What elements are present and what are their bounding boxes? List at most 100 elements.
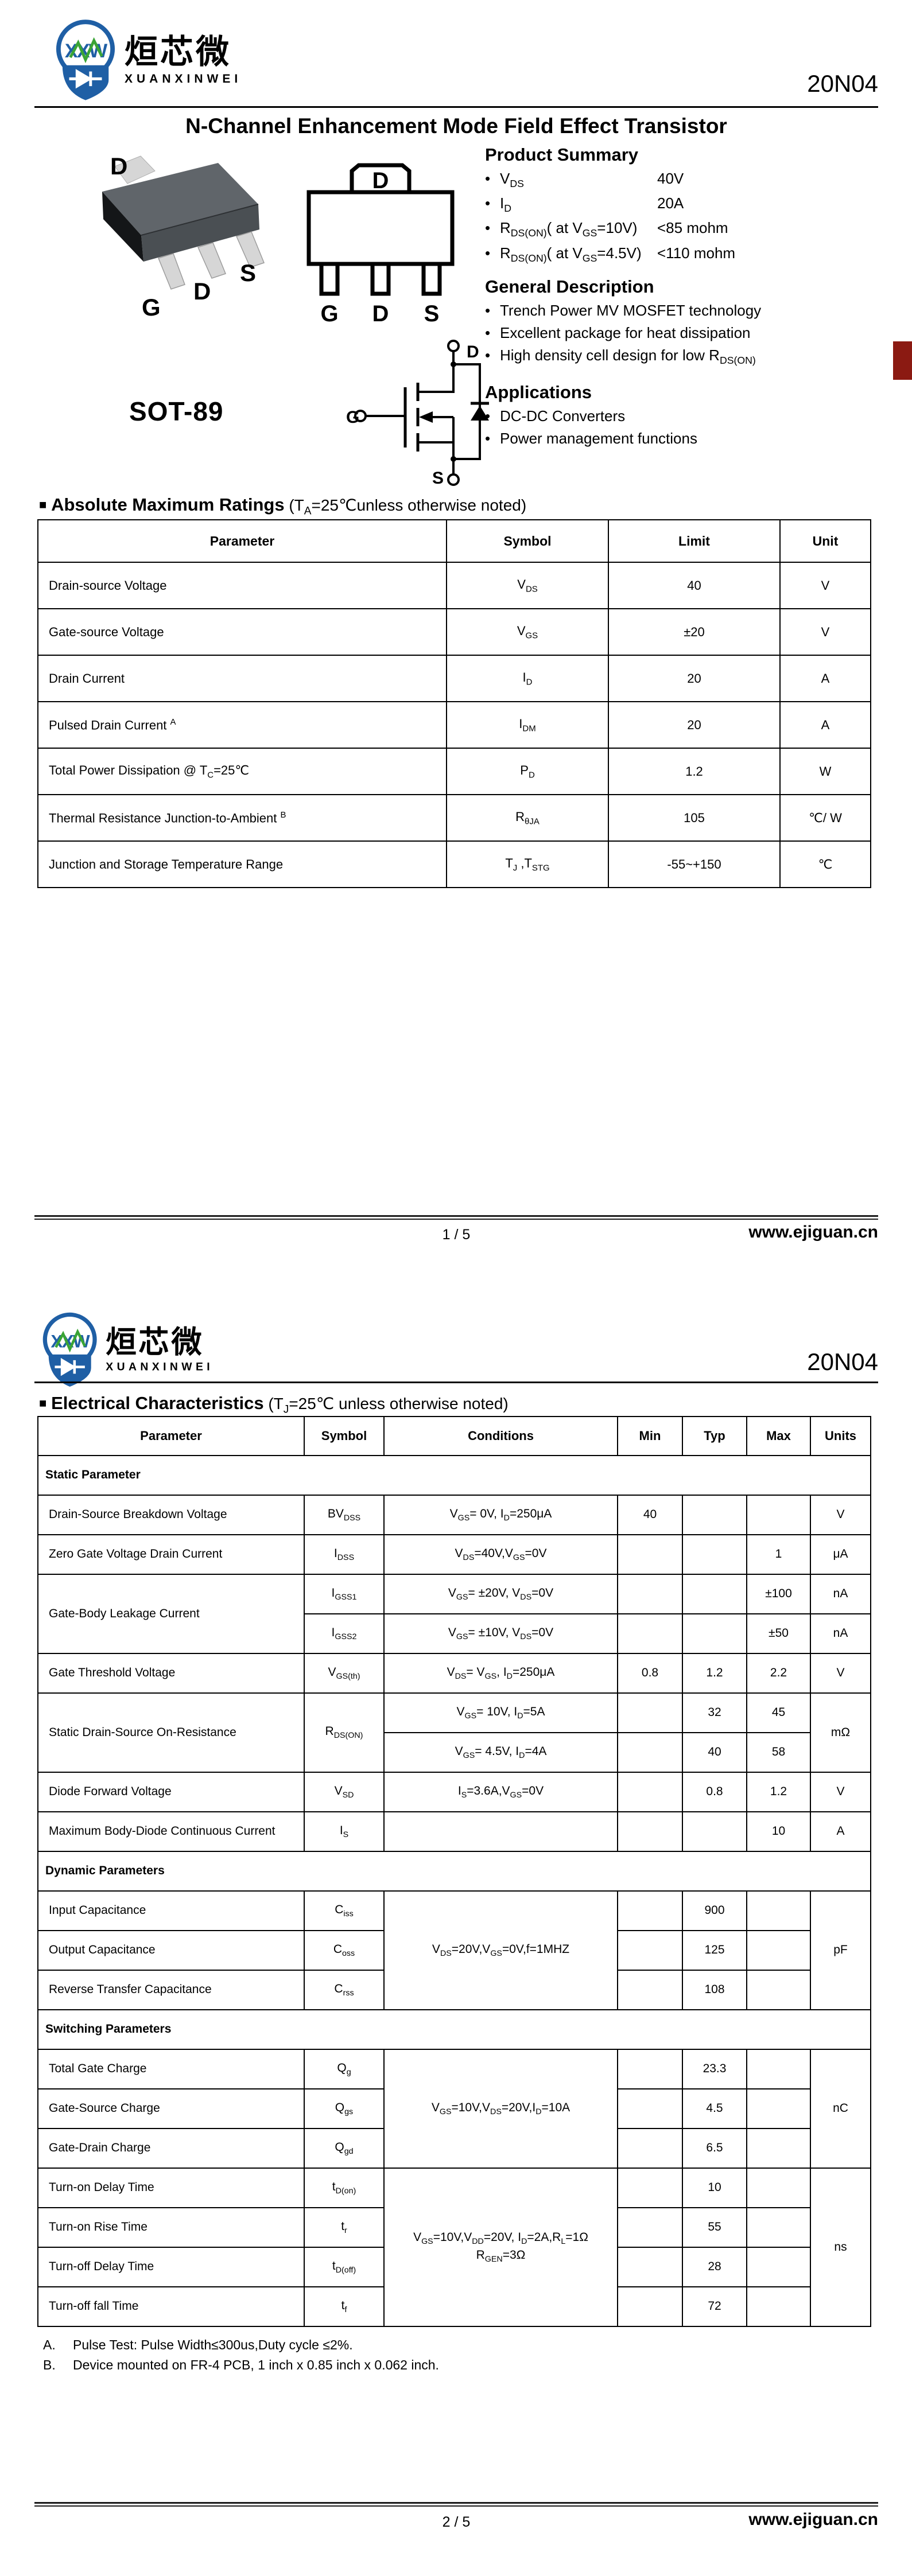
- table-cell: Input Capacitance: [37, 1890, 305, 1931]
- bullet-icon: •: [485, 170, 491, 187]
- table-row: Zero Gate Voltage Drain Current IDSS VDS=4…: [37, 1534, 871, 1575]
- diode-icon: [69, 69, 102, 89]
- footnote: A. Pulse Test: Pulse Width≤300us,Duty cyc…: [43, 2337, 439, 2353]
- electrical-characteristics-note: (TJ=25℃ unless otherwise noted): [268, 1395, 509, 1416]
- table-row: Dynamic Parameters: [37, 1851, 871, 1892]
- brand-logo-icon: XXW: [42, 1312, 97, 1387]
- summary-label: RDS(ON)( at VGS=10V): [500, 219, 638, 239]
- pin-label-drain-outline: D: [372, 301, 389, 326]
- table-cell: [383, 1811, 618, 1852]
- table-cell: 1.2: [746, 1772, 811, 1812]
- table-cell: BVDSS: [304, 1495, 385, 1535]
- table-cell: Pulsed Drain Current A: [37, 701, 447, 749]
- table-cell: VGS=10V,VDS=20V,ID=10A: [383, 2049, 618, 2169]
- table-cell: Turn-off fall Time: [37, 2286, 305, 2327]
- table-cell: [617, 2207, 683, 2248]
- table-cell: Gate Threshold Voltage: [37, 1653, 305, 1694]
- page-number: 1 / 5: [442, 1227, 471, 1243]
- brand-logo-icon: XXW: [56, 20, 115, 100]
- table-row: Static Parameter: [37, 1455, 871, 1496]
- footnotes: A. Pulse Test: Pulse Width≤300us,Duty cyc…: [43, 2333, 439, 2373]
- table-cell: Gate-Drain Charge: [37, 2128, 305, 2169]
- table-row: Gate-Body Leakage Current IGSS1 VGS= ±20V,…: [37, 1574, 871, 1654]
- brand-name-en: XUANXINWEI: [125, 72, 242, 85]
- general-description-heading: General Description: [485, 277, 654, 297]
- footer-rule: [34, 1215, 878, 1220]
- table-cell: mΩ: [810, 1692, 871, 1773]
- footer-rule: [34, 2502, 878, 2507]
- table-cell: PD: [446, 748, 609, 795]
- schematic-gate-label: G: [346, 408, 359, 427]
- table-cell: VSD: [304, 1772, 385, 1812]
- electrical-characteristics-heading: ■ Electrical Characteristics (TJ=25℃ unl…: [39, 1393, 509, 1417]
- header-rule: [34, 1382, 878, 1383]
- general-description: General Description • Trench Power MV MOS…: [485, 277, 761, 367]
- table-cell: [617, 1732, 683, 1773]
- table-cell: nA: [810, 1574, 871, 1614]
- pin-label-drain-tab-3d: D: [110, 153, 128, 180]
- table-cell: [746, 2286, 811, 2327]
- table-row: Maximum Body-Diode Continuous Current IS 1…: [37, 1811, 871, 1852]
- bullet-icon: •: [485, 302, 491, 319]
- bullet-text: Power management functions: [500, 430, 697, 447]
- summary-label: VDS: [500, 170, 524, 190]
- table-cell: [746, 1970, 811, 2010]
- table-cell: Gate-Body Leakage Current: [37, 1574, 305, 1654]
- bullet-text: DC-DC Converters: [500, 407, 626, 425]
- table-cell: V: [810, 1653, 871, 1694]
- table-cell: VDS: [446, 562, 609, 609]
- table-cell: Total Power Dissipation @ TC=25℃: [37, 748, 447, 795]
- table-cell: tD(on): [304, 2168, 385, 2208]
- table-cell: VDS=20V,VGS=0V,f=1MHZ: [383, 1890, 618, 2010]
- page-number: 2 / 5: [442, 2514, 471, 2530]
- summary-value: <85 mohm: [657, 219, 728, 237]
- table-cell: 6.5: [682, 2128, 747, 2169]
- table-row: Drain-source Voltage VDS 40 V: [37, 562, 871, 609]
- table-cell: [617, 1930, 683, 1971]
- table-cell: Gate-Source Charge: [37, 2088, 305, 2129]
- table-cell: Reverse Transfer Capacitance: [37, 1970, 305, 2010]
- table-cell: 0.8: [617, 1653, 683, 1694]
- pin-label-drain-3d: D: [193, 278, 211, 305]
- section-marker-icon: ■: [39, 1396, 47, 1410]
- summary-value: 20A: [657, 194, 684, 212]
- table-cell: ℃/ W: [779, 794, 871, 842]
- pin-label-gate-outline: G: [320, 301, 338, 326]
- pin-label-source-3d: S: [240, 259, 257, 286]
- product-summary-heading: Product Summary: [485, 145, 639, 165]
- table-cell: Maximum Body-Diode Continuous Current: [37, 1811, 305, 1852]
- summary-label: ID: [500, 194, 511, 215]
- table-cell: Static Drain-Source On-Resistance: [37, 1692, 305, 1773]
- table-row: Junction and Storage Temperature Range TJ…: [37, 840, 871, 888]
- summary-item: • RDS(ON)( at VGS=4.5V) <110 mohm: [485, 244, 852, 264]
- table-cell: 28: [682, 2247, 747, 2287]
- table-cell: μA: [810, 1534, 871, 1575]
- bullet-icon: •: [485, 324, 491, 341]
- table-cell: 23.3: [682, 2049, 747, 2089]
- table-cell: IDM: [446, 701, 609, 749]
- summary-value: <110 mohm: [657, 244, 736, 262]
- table-row: IGSS2 VGS= ±10V, VDS=0V ±50 nA: [38, 1613, 871, 1654]
- table-cell: 108: [682, 1970, 747, 2010]
- table-cell: 45: [746, 1692, 811, 1733]
- table-cell: 1.2: [682, 1653, 747, 1694]
- table-cell: V: [810, 1495, 871, 1535]
- website-url: www.ejiguan.cn: [748, 1223, 878, 1242]
- bullet-text: Excellent package for heat dissipation: [500, 324, 751, 341]
- table-cell: [617, 1534, 683, 1575]
- electrical-characteristics-table: Parameter Symbol Conditions Min Typ Max Units S…: [37, 1416, 871, 2327]
- table-row: Thermal Resistance Junction-to-Ambient B…: [37, 794, 871, 842]
- table-cell: IS=3.6A,VGS=0V: [383, 1772, 618, 1812]
- section-header-cell: Static Parameter: [37, 1455, 871, 1496]
- corner-tab: [893, 341, 912, 380]
- table-cell: Turn-off Delay Time: [37, 2247, 305, 2287]
- table-row: Switching Parameters: [37, 2009, 871, 2050]
- table-cell: [682, 1574, 747, 1614]
- schematic-drain-label: D: [467, 343, 479, 361]
- table-row: Turn-off fall Time tf 72: [37, 2286, 871, 2327]
- table-cell: nC: [810, 2049, 871, 2169]
- table-cell: Qgs: [304, 2088, 385, 2129]
- table-cell: 32: [682, 1692, 747, 1733]
- bullet-icon: •: [485, 244, 491, 262]
